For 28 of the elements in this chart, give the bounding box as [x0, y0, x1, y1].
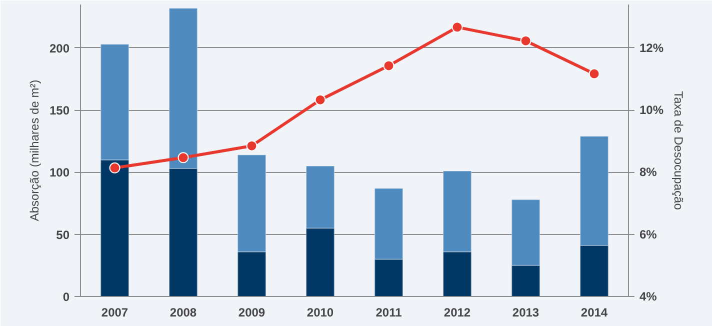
y-tick-label: 200: [49, 41, 70, 56]
x-tick-label: 2010: [306, 306, 334, 320]
point: [588, 68, 600, 80]
point: [520, 35, 532, 46]
y2-tick-label: 6%: [640, 227, 658, 242]
y-axis-title: Absorção (milhares de m²): [27, 80, 42, 222]
point: [109, 162, 120, 174]
y2-tick-label: 10%: [640, 103, 664, 118]
x-tick-label: 2014: [580, 306, 608, 320]
point: [314, 94, 326, 106]
point: [452, 22, 463, 33]
y2-tick-label: 12%: [640, 40, 664, 55]
y-tick-label: 150: [49, 104, 70, 118]
y2-axis-title: Taxa de Desocupação: [672, 91, 686, 210]
y-tick-label: 100: [49, 166, 70, 180]
point: [246, 140, 258, 152]
y-tick-label: 0: [62, 290, 70, 304]
y-tick-label: 50: [56, 228, 70, 242]
x-tick-label: 2011: [376, 306, 402, 320]
x-tick-label: 2012: [444, 306, 471, 320]
y2-tick-label: 8%: [640, 165, 658, 180]
x-tick-label: 2009: [238, 306, 266, 320]
y2-tick-label: 4%: [640, 290, 658, 304]
point: [383, 60, 394, 72]
x-tick-label: 2007: [101, 306, 128, 320]
x-tick-label: 2013: [512, 306, 540, 320]
point: [178, 152, 189, 164]
x-tick-label: 2008: [170, 306, 197, 320]
